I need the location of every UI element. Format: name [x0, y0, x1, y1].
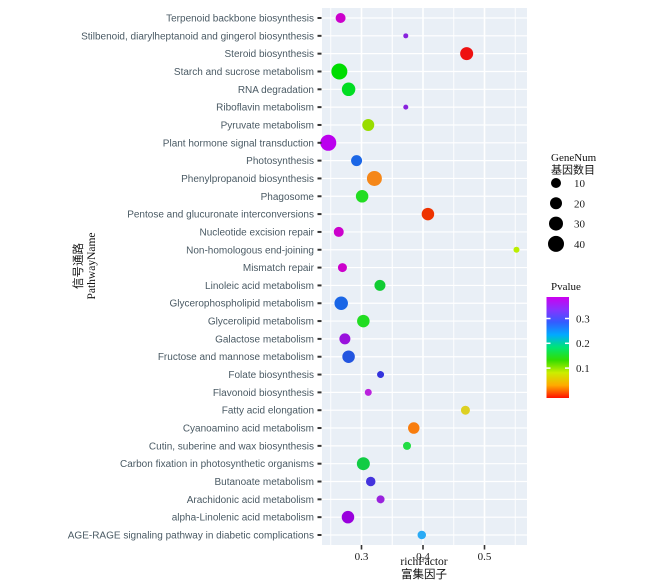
- data-point: [377, 371, 385, 379]
- plot-panel: [322, 8, 527, 545]
- y-axis-label: Fatty acid elongation: [222, 406, 314, 417]
- data-point: [337, 263, 347, 273]
- x-tick-label: 0.3: [355, 551, 369, 563]
- data-point: [460, 405, 470, 415]
- y-axis-label: Starch and sucrose metabolism: [174, 67, 314, 78]
- y-axis-label: Plant hormone signal transduction: [163, 138, 314, 149]
- x-tick-label: 0.5: [478, 551, 492, 563]
- size-legend-value: 40: [574, 239, 586, 251]
- data-point: [333, 226, 344, 237]
- x-axis-title: richFactor: [400, 556, 447, 568]
- pvalue-tick-label: 0.3: [576, 313, 590, 325]
- data-point: [403, 104, 409, 110]
- data-point: [364, 388, 372, 396]
- data-point: [362, 118, 375, 131]
- y-axis-label: Pyruvate metabolism: [221, 120, 314, 131]
- y-axis-label: Steroid biosynthesis: [225, 49, 315, 60]
- y-axis-label: Phenylpropanoid biosynthesis: [181, 174, 314, 185]
- y-axis-label: Mismatch repair: [243, 263, 315, 274]
- size-legend-dot: [549, 216, 563, 231]
- y-axis-label: Riboflavin metabolism: [216, 103, 314, 114]
- data-point: [339, 333, 351, 345]
- data-point: [355, 190, 369, 203]
- y-axis-label: Cyanoamino acid metabolism: [183, 424, 314, 435]
- data-point: [341, 82, 356, 97]
- data-point: [403, 441, 412, 450]
- data-point: [374, 279, 386, 291]
- size-legend-value: 10: [574, 178, 586, 190]
- y-axis-label: Butanoate metabolism: [214, 477, 314, 488]
- data-point: [417, 530, 427, 540]
- data-point: [351, 155, 363, 167]
- data-point: [460, 47, 474, 61]
- y-axis-label: Non-homologous end-joining: [186, 245, 314, 256]
- size-legend-value: 30: [574, 219, 586, 231]
- size-legend-title: GeneNum: [551, 152, 597, 164]
- y-axis-label: RNA degradation: [238, 85, 314, 96]
- size-legend-dot: [551, 178, 561, 188]
- y-axis-label: Linoleic acid metabolism: [205, 281, 314, 292]
- y-axis-title-cn: 信号通路: [71, 243, 85, 289]
- pvalue-gradient-bar: [546, 297, 569, 398]
- data-point: [513, 246, 520, 253]
- data-point: [334, 296, 348, 310]
- y-axis-label: Stilbenoid, diarylheptanoid and gingerol…: [81, 31, 314, 42]
- y-axis-label: AGE-RAGE signaling pathway in diabetic c…: [68, 531, 314, 542]
- data-point: [341, 510, 355, 524]
- y-axis-label: alpha-Linolenic acid metabolism: [172, 513, 314, 524]
- y-axis-label: Glycerophospholipid metabolism: [169, 299, 314, 310]
- data-point: [421, 207, 435, 221]
- y-axis-label: Fructose and mannose metabolism: [158, 352, 314, 363]
- size-legend-dot: [548, 235, 564, 252]
- x-tick-label: 0.4: [416, 551, 430, 563]
- size-legend-dot: [550, 197, 562, 210]
- y-axis-title: PathwayName: [86, 232, 98, 299]
- y-axis-label: Galactose metabolism: [215, 334, 314, 345]
- y-axis-label: Glycerolipid metabolism: [208, 317, 314, 328]
- y-axis-label: Terpenoid backbone biosynthesis: [166, 14, 314, 25]
- pvalue-tick-label: 0.1: [576, 363, 590, 375]
- color-legend-title: Pvalue: [551, 281, 581, 293]
- y-axis-label: Folate biosynthesis: [228, 370, 314, 381]
- y-axis-label: Flavonoid biosynthesis: [213, 388, 314, 399]
- data-point: [403, 33, 409, 39]
- data-point: [356, 457, 370, 471]
- data-point: [342, 350, 355, 363]
- pvalue-tick-label: 0.2: [576, 338, 590, 350]
- data-point: [357, 314, 370, 328]
- size-legend-value: 20: [574, 198, 586, 210]
- data-point: [331, 63, 348, 80]
- data-point: [320, 134, 337, 151]
- data-point: [365, 476, 376, 487]
- y-axis-label: Photosynthesis: [246, 156, 314, 167]
- data-point: [335, 13, 346, 23]
- y-axis-label: Pentose and glucuronate interconversions: [127, 210, 314, 221]
- y-axis-label: Carbon fixation in photosynthetic organi…: [120, 459, 314, 470]
- y-axis-label: Arachidonic acid metabolism: [187, 495, 314, 506]
- y-axis-label: Cutin, suberine and wax biosynthesis: [149, 441, 314, 452]
- data-point: [366, 170, 382, 186]
- x-axis-title-cn: 富集因子: [401, 567, 447, 581]
- y-axis-label: Phagosome: [261, 192, 315, 203]
- size-legend-title-cn: 基因数目: [551, 164, 595, 177]
- y-axis-label: Nucleotide excision repair: [199, 227, 314, 238]
- data-point: [408, 422, 420, 434]
- data-point: [376, 495, 385, 504]
